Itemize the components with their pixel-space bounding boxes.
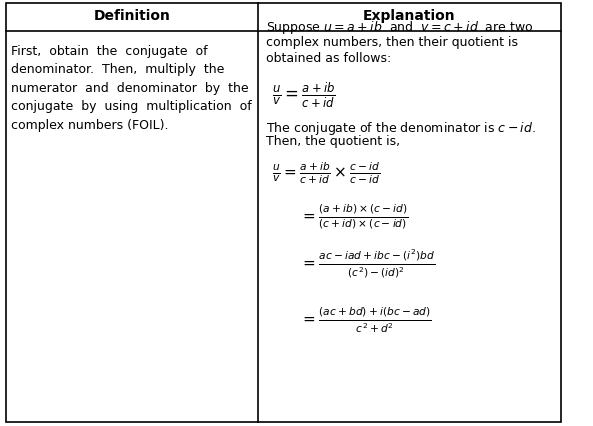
Text: $= \frac{(a+ib)\times(c-id)}{(c+id)\times(c-id)}$: $= \frac{(a+ib)\times(c-id)}{(c+id)\time… [300,202,409,231]
Text: Explanation: Explanation [363,9,455,23]
Text: $= \frac{ac-iad+ibc-\left(i^{2}\right)bd}{\left(c^{2}\right)-\left(id\right)^{2}: $= \frac{ac-iad+ibc-\left(i^{2}\right)bd… [300,247,435,279]
Text: $= \frac{\left(ac+bd\right)+i\left(bc-ad\right)}{c^{2}+d^{2}}$: $= \frac{\left(ac+bd\right)+i\left(bc-ad… [300,305,432,334]
Text: $\frac{u}{v} = \frac{a+ib}{c+id} \times \frac{c-id}{c-id}$: $\frac{u}{v} = \frac{a+ib}{c+id} \times … [272,160,380,185]
FancyBboxPatch shape [6,4,561,422]
Text: The conjugate of the denominator is $c-id$.: The conjugate of the denominator is $c-i… [266,119,536,136]
Text: First,  obtain  the  conjugate  of
denominator.  Then,  multiply  the
numerator : First, obtain the conjugate of denominat… [11,45,252,132]
Text: $\frac{u}{v} = \frac{a+ib}{c+id}$: $\frac{u}{v} = \frac{a+ib}{c+id}$ [272,81,336,110]
Text: Then, the quotient is,: Then, the quotient is, [266,134,400,147]
Text: complex numbers, then their quotient is: complex numbers, then their quotient is [266,36,518,49]
Text: obtained as follows:: obtained as follows: [266,52,391,65]
Text: Suppose $u=a+ib$  and  $v=c+id$  are two: Suppose $u=a+ib$ and $v=c+id$ are two [266,19,534,36]
Text: Definition: Definition [93,9,170,23]
